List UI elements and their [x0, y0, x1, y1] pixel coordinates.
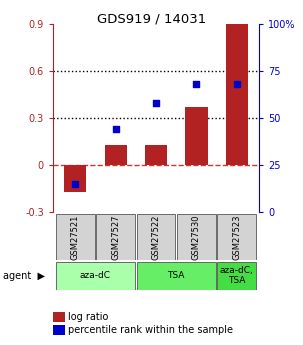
Bar	[218, 262, 256, 290]
Point	[235, 81, 239, 87]
Text: GSM27530: GSM27530	[192, 215, 201, 260]
Bar	[137, 262, 216, 290]
Text: GSM27521: GSM27521	[71, 215, 80, 260]
Bar	[137, 214, 175, 260]
Bar	[226, 21, 248, 165]
Point	[154, 100, 158, 106]
Bar	[56, 262, 135, 290]
Point	[194, 81, 199, 87]
Text: log ratio: log ratio	[68, 312, 108, 322]
Text: TSA: TSA	[168, 271, 185, 280]
Text: GSM27522: GSM27522	[152, 215, 161, 260]
Bar	[96, 214, 135, 260]
Text: aza-dC,
TSA: aza-dC, TSA	[220, 266, 254, 285]
Point	[113, 127, 118, 132]
Bar	[177, 214, 216, 260]
Text: percentile rank within the sample: percentile rank within the sample	[68, 325, 233, 335]
Point	[73, 181, 78, 187]
Text: aza-dC: aza-dC	[80, 271, 111, 280]
Text: GSM27523: GSM27523	[232, 215, 241, 260]
Bar	[185, 107, 208, 165]
Bar	[218, 214, 256, 260]
Bar	[56, 214, 95, 260]
Text: agent  ▶: agent ▶	[3, 271, 45, 281]
Bar	[64, 165, 86, 192]
Text: GSM27527: GSM27527	[111, 215, 120, 260]
Bar	[145, 145, 167, 165]
Text: GDS919 / 14031: GDS919 / 14031	[97, 12, 206, 25]
Bar	[105, 145, 127, 165]
